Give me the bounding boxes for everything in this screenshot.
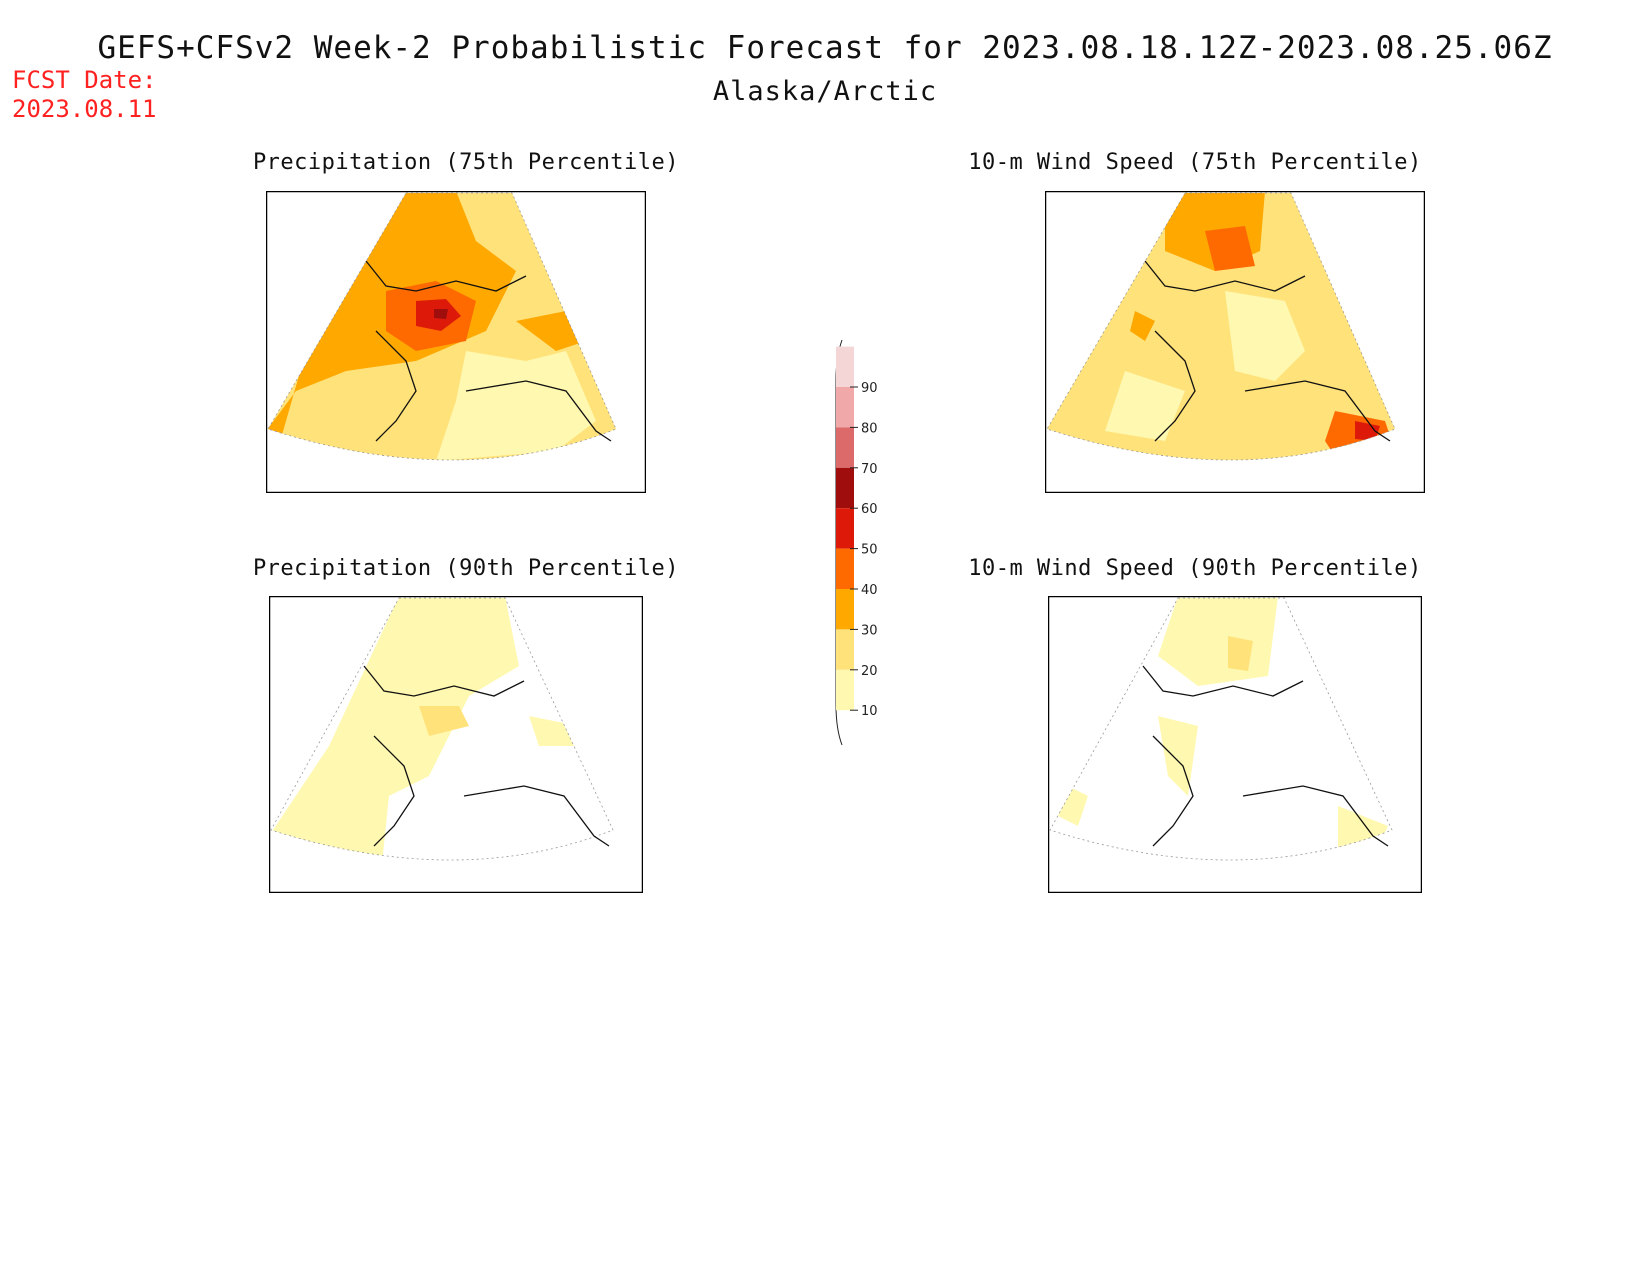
panel-title-precip-90: Precipitation (90th Percentile) — [252, 556, 680, 581]
main-title: GEFS+CFSv2 Week-2 Probabilistic Forecast… — [97, 30, 1553, 66]
colorbar-tick-label: 40 — [861, 583, 878, 598]
forecast-date-label: FCST Date: — [12, 66, 157, 94]
colorbar-tick-label: 70 — [861, 462, 878, 477]
colorbar-box-1 — [836, 387, 854, 428]
map-wind-90 — [1048, 596, 1422, 893]
colorbar-tick-label: 30 — [861, 623, 878, 638]
colorbar-box-7 — [836, 629, 854, 670]
panel-title-wind-90: 10-m Wind Speed (90th Percentile) — [968, 556, 1422, 581]
colorbar-tick-label: 50 — [861, 543, 878, 558]
colorbar-box-2 — [836, 427, 854, 468]
panel-title-wind-75: 10-m Wind Speed (75th Percentile) — [968, 150, 1422, 175]
colorbar-tick-label: 20 — [861, 664, 878, 679]
colorbar-box-4 — [836, 508, 854, 549]
colorbar-tick-label: 10 — [861, 704, 878, 719]
forecast-date-value: 2023.08.11 — [12, 95, 157, 123]
colorbar-box-8 — [836, 669, 854, 711]
colorbar-box-6 — [836, 589, 854, 630]
colorbar: 90 80 70 60 50 40 30 20 10 — [820, 335, 890, 754]
forecast-date-block: FCST Date: 2023.08.11 — [12, 66, 157, 124]
region-subtitle: Alaska/Arctic — [712, 76, 938, 107]
colorbar-tick-label: 60 — [861, 502, 878, 517]
colorbar-box-5 — [836, 548, 854, 589]
colorbar-svg: 90 80 70 60 50 40 30 20 10 — [835, 339, 878, 746]
colorbar-box-0 — [836, 346, 854, 387]
colorbar-tick-label: 90 — [861, 381, 878, 396]
colorbar-tick-label: 80 — [861, 421, 878, 436]
map-wind-75 — [1045, 191, 1425, 493]
panel-title-precip-75: Precipitation (75th Percentile) — [252, 150, 680, 175]
colorbar-box-3 — [836, 467, 854, 509]
map-precip-90 — [269, 596, 643, 893]
map-precip-75 — [266, 191, 646, 493]
